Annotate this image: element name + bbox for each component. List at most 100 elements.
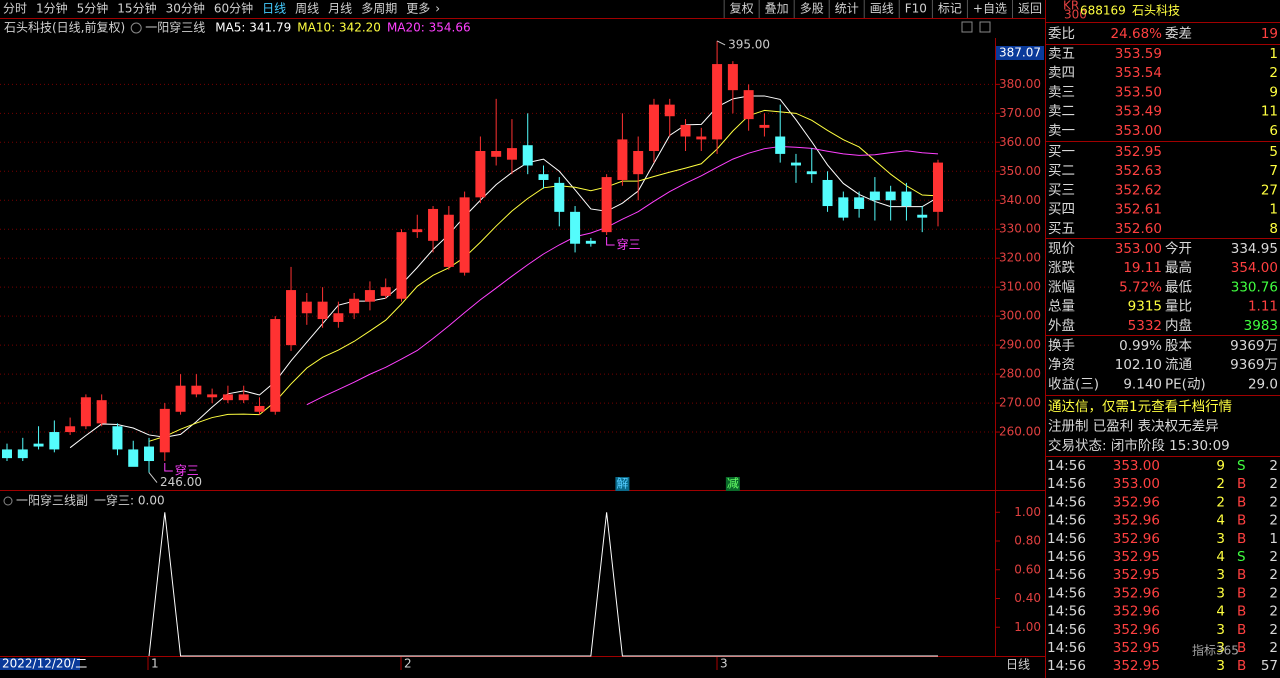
- toolbar-button[interactable]: 30分钟: [166, 1, 205, 16]
- book-volume: 11: [1261, 104, 1278, 120]
- window-button[interactable]: [979, 21, 991, 33]
- event-label[interactable]: 解: [616, 477, 628, 491]
- label: 涨跌: [1048, 260, 1076, 276]
- trade-count: 1: [1269, 531, 1278, 547]
- toolbar-button[interactable]: 多股: [800, 2, 824, 16]
- trade-price: 352.95: [1113, 549, 1160, 565]
- y-tick-label: 320.00: [999, 251, 1041, 265]
- label: 最低: [1165, 279, 1193, 295]
- ma-label: MA5: 341.79: [215, 21, 291, 35]
- ma-label: MA20: 354.66: [387, 21, 471, 35]
- book-label: 买一: [1048, 144, 1075, 160]
- value: 353.00: [1115, 241, 1162, 257]
- candle-body: [144, 446, 155, 462]
- toolbar-button[interactable]: 叠加: [765, 2, 789, 16]
- toolbar-button[interactable]: 更多: [406, 2, 430, 16]
- book-volume: 9: [1269, 84, 1278, 100]
- period-label[interactable]: 日线: [1006, 658, 1030, 672]
- book-volume: 1: [1269, 202, 1278, 218]
- book-volume: 1: [1269, 46, 1278, 62]
- candle-body: [648, 104, 659, 151]
- toolbar-button[interactable]: 多周期: [361, 2, 397, 16]
- min-label: 246.00: [160, 475, 202, 489]
- toolbar-button[interactable]: 画线: [870, 2, 894, 16]
- book-label: 买五: [1048, 221, 1075, 237]
- value: 9.140: [1123, 376, 1162, 392]
- trade-side: B: [1237, 513, 1246, 529]
- candle-body: [33, 443, 44, 447]
- dropdown[interactable]: [130, 22, 142, 34]
- value: 24.68%: [1111, 26, 1163, 42]
- trade-volume: 4: [1216, 549, 1225, 565]
- book-label: 卖五: [1048, 46, 1075, 62]
- book-price: 352.62: [1115, 182, 1162, 198]
- value: 5.72%: [1119, 279, 1162, 295]
- candle-body: [380, 287, 391, 296]
- trade-price: 352.96: [1113, 585, 1160, 601]
- toolbar-button[interactable]: 5分钟: [77, 1, 109, 16]
- toolbar-button[interactable]: 返回: [1018, 2, 1042, 16]
- toolbar-button[interactable]: F10: [905, 2, 927, 16]
- candle-body: [727, 64, 738, 91]
- trade-price: 352.96: [1113, 494, 1160, 510]
- dropdown[interactable]: [3, 496, 13, 506]
- value: 9315: [1128, 299, 1162, 315]
- book-price: 353.50: [1115, 84, 1162, 100]
- book-label: 卖一: [1048, 123, 1075, 139]
- toolbar-button[interactable]: 复权: [730, 2, 754, 16]
- label: 今开: [1165, 241, 1192, 257]
- cursor-price: 387.07: [999, 46, 1041, 60]
- book-label: 买四: [1048, 202, 1075, 218]
- event-label[interactable]: 减: [727, 477, 739, 491]
- indicator-line: [148, 512, 938, 657]
- toolbar-button[interactable]: 15分钟: [117, 1, 156, 16]
- trade-count: 2: [1269, 585, 1278, 601]
- toolbar-button[interactable]: 日线: [262, 2, 286, 16]
- trade-time: 14:56: [1047, 658, 1086, 674]
- trade-side: B: [1237, 622, 1246, 638]
- candle-body: [333, 313, 344, 322]
- toolbar-button[interactable]: 月线: [328, 2, 352, 16]
- label: 换手: [1048, 338, 1075, 354]
- signal-pointer: [164, 463, 173, 472]
- toolbar-button[interactable]: 分时: [3, 2, 27, 16]
- toolbar-button[interactable]: 统计: [835, 2, 859, 16]
- value: 1.11: [1248, 299, 1278, 315]
- candle-body: [459, 197, 470, 273]
- window-button[interactable]: [961, 21, 973, 33]
- candle-body: [65, 426, 76, 433]
- label: 流通: [1165, 357, 1193, 373]
- value: 3983: [1244, 318, 1278, 334]
- ma-label: MA10: 342.20: [297, 21, 381, 35]
- trade-price: 352.95: [1113, 567, 1160, 583]
- value: 0.99%: [1119, 338, 1162, 354]
- value: 9369万: [1230, 357, 1278, 373]
- label: 内盘: [1165, 317, 1192, 334]
- trade-count: 2: [1269, 604, 1278, 620]
- ma-line: [306, 146, 939, 406]
- candle-body: [522, 145, 533, 166]
- trade-time: 14:56: [1047, 585, 1086, 601]
- toolbar-button[interactable]: 1分钟: [36, 1, 68, 16]
- trade-volume: 3: [1216, 622, 1225, 638]
- toolbar-button[interactable]: 标记: [938, 2, 962, 16]
- book-volume: 6: [1269, 123, 1278, 139]
- candle-body: [254, 405, 265, 412]
- toolbar-button[interactable]: 60分钟: [214, 1, 253, 16]
- candle-body: [364, 290, 375, 302]
- candle-body: [601, 177, 612, 233]
- trade-side: B: [1237, 567, 1246, 583]
- trade-count: 2: [1269, 494, 1278, 510]
- value: 19: [1261, 26, 1278, 42]
- trade-price: 352.95: [1113, 640, 1160, 656]
- trade-count: 57: [1261, 658, 1278, 674]
- label: 委差: [1165, 26, 1192, 42]
- date-box: [0, 658, 80, 670]
- y-tick-label: 270.00: [999, 396, 1041, 410]
- candle-body: [17, 449, 28, 459]
- toolbar-button[interactable]: +自选: [973, 2, 1007, 16]
- toolbar-button[interactable]: 周线: [295, 2, 319, 16]
- candle-body: [96, 400, 107, 424]
- watermark: 指标365: [1192, 643, 1239, 658]
